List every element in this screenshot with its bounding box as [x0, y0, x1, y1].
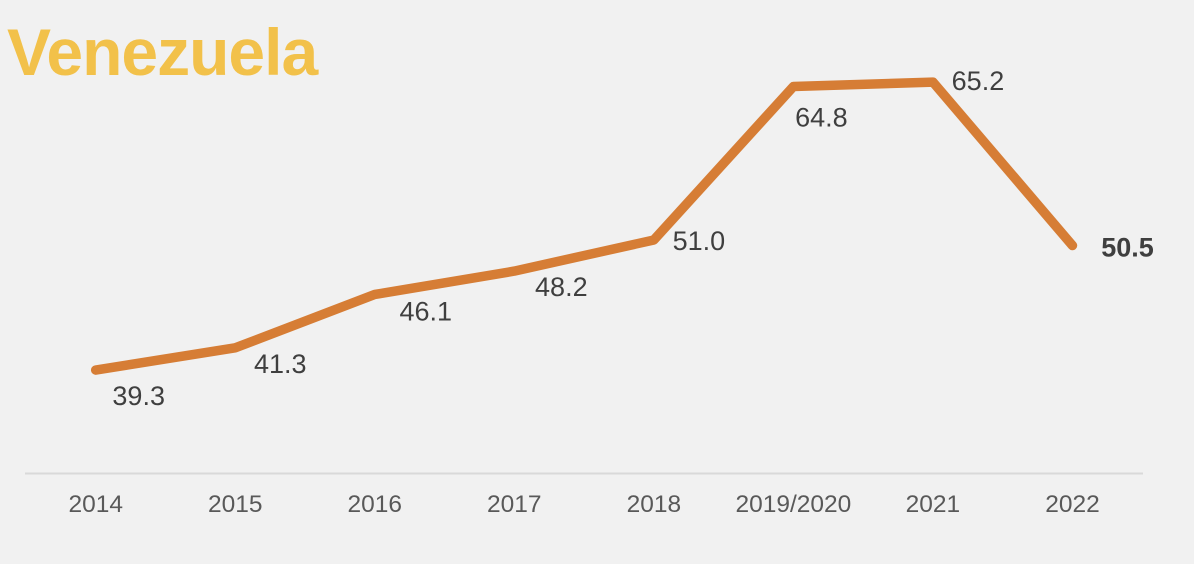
- data-label: 46.1: [399, 296, 452, 326]
- x-axis-label: 2018: [627, 491, 682, 518]
- data-label: 48.2: [535, 272, 588, 302]
- data-label: 41.3: [254, 349, 307, 379]
- x-axis-label: 2017: [487, 491, 542, 518]
- chart-title: Venezuela: [7, 15, 318, 89]
- data-label: 65.2: [952, 66, 1005, 96]
- data-label: 51.0: [673, 226, 726, 256]
- x-axis-label: 2016: [348, 491, 403, 518]
- x-axis-label: 2015: [208, 491, 263, 518]
- x-axis-label: 2022: [1045, 491, 1100, 518]
- x-axis-label: 2021: [906, 491, 961, 518]
- data-line: [90, 77, 1078, 375]
- x-axis-label: 2014: [68, 491, 123, 518]
- x-axis-label: 2019/2020: [735, 491, 851, 518]
- data-label: 64.8: [795, 103, 848, 133]
- data-label: 39.3: [112, 381, 165, 411]
- data-label: 50.5: [1101, 233, 1154, 263]
